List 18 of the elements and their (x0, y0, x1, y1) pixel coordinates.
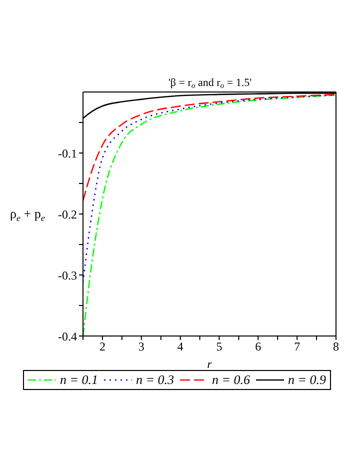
x-tick-label: 3 (138, 340, 144, 354)
legend-label: n = 0.3 (136, 372, 174, 387)
y-axis-title: ρ$_{e}$ + p$_{e}$ (10, 206, 45, 223)
y-tick-label: -0.4 (58, 329, 77, 344)
y-tick-label: -0.2 (58, 207, 77, 222)
legend-label: n = 0.1 (60, 372, 98, 387)
x-tick-label: 7 (294, 340, 300, 354)
x-tick-label: 6 (255, 340, 262, 354)
legend-label: n = 0.6 (212, 372, 250, 387)
x-tick-label: 8 (333, 340, 339, 354)
x-axis-title: r (207, 357, 212, 371)
y-tick-label: -0.1 (58, 146, 77, 160)
legend-label: n = 0.9 (288, 372, 326, 387)
chart-title: 'β = r$_{o}$ and r$_{o}$ = 1.5' (168, 77, 252, 90)
x-tick-label: 4 (177, 340, 184, 354)
x-tick-label: 2 (99, 340, 106, 354)
x-tick-label: 5 (216, 340, 222, 354)
y-tick-label: -0.3 (58, 268, 77, 282)
